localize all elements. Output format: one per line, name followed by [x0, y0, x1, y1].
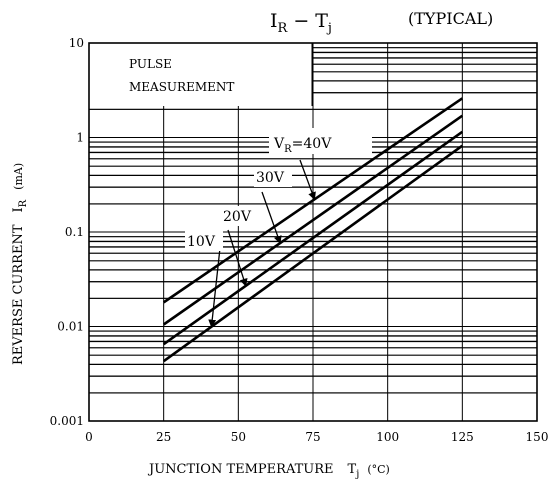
series-arrows: [208, 159, 316, 328]
y-axis-title-group: REVERSE CURRENTIR(mA): [11, 163, 29, 365]
annotation-line-2: MEASUREMENT: [129, 80, 234, 94]
x-tick-label: 100: [376, 430, 399, 444]
y-axis-title: REVERSE CURRENTIR(mA): [11, 163, 29, 365]
chart-title: IR − Tj: [270, 10, 332, 36]
series-label-10v: 10V: [187, 234, 216, 250]
y-tick-label: 10: [69, 36, 84, 50]
x-tick-label: 0: [85, 430, 93, 444]
series-line-30v: [162, 114, 464, 326]
series-label-bg-10v: [185, 231, 223, 251]
leader-arrow-20v: [227, 229, 248, 287]
plot-frame: [88, 42, 538, 422]
series-label-20v: 20V: [223, 209, 252, 225]
series-line-40v: [162, 97, 464, 304]
series-label-bg-30v: [254, 167, 292, 187]
y-tick-label: 1: [76, 131, 84, 145]
x-tick-label: 50: [231, 430, 246, 444]
y-tick-label: 0.001: [50, 414, 84, 428]
series-label-40v: VR=40V: [273, 136, 332, 155]
leader-arrow-40v: [299, 159, 316, 201]
series-label-bg-40v: [269, 128, 372, 154]
x-tick-label: 25: [156, 430, 171, 444]
chart-title-note: (TYPICAL): [408, 9, 493, 28]
annotation-box: [89, 43, 312, 106]
y-tick-labels: 0.001 0.01 0.1 1 10: [50, 36, 84, 428]
y-tick-label: 0.1: [65, 225, 84, 239]
series-label-30v: 30V: [256, 170, 285, 186]
x-tick-label: 150: [526, 430, 549, 444]
y-tick-label: 0.01: [57, 320, 84, 334]
x-tick-label: 125: [451, 430, 474, 444]
x-axis-title: JUNCTION TEMPERATURE Tj (°C): [147, 462, 390, 480]
leader-arrow-10v: [208, 247, 221, 328]
annotation-line-1: PULSE: [129, 57, 172, 71]
leader-arrow-30v: [261, 191, 282, 245]
x-tick-labels: 0 25 50 75 100 125 150: [85, 430, 548, 444]
series-label-bg-20v: [221, 206, 259, 226]
x-tick-label: 75: [305, 430, 320, 444]
